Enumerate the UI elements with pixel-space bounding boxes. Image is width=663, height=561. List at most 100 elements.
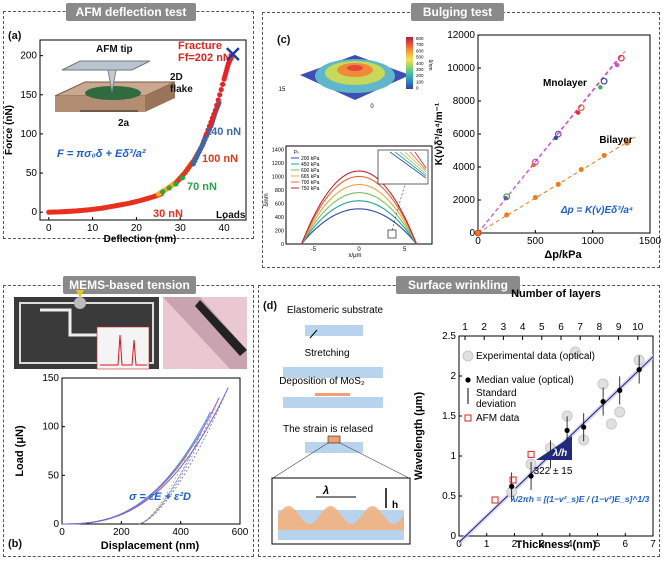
afm-point-Fracture: [220, 81, 226, 87]
colorbar-tick: 100: [416, 79, 424, 84]
bilayer-point: [555, 181, 561, 187]
mems-ytick-label: 150: [42, 373, 59, 384]
mono-point: [600, 77, 608, 85]
stretched-block: [283, 367, 383, 378]
inset-ytick: 1200: [272, 161, 284, 167]
zoom-connector: [272, 442, 329, 479]
mono-point: [575, 110, 581, 115]
wrinkle-xtick-label: 2: [512, 539, 518, 550]
inset-zoom-curve: [394, 151, 427, 177]
top-axis-title: Number of layers: [511, 288, 601, 300]
inset-ytick: 0: [281, 242, 284, 248]
experimental-point: [597, 378, 609, 390]
wrinkle-ytick-label: 2.5: [442, 331, 456, 342]
afm-ytick-label: 200: [20, 51, 37, 62]
bilayer-point: [624, 140, 630, 146]
wrinkle-xtick-label: 5: [595, 539, 601, 550]
bilayer-label: Bilayer: [599, 135, 632, 146]
formula-afm: F = πσ₀δ + Eδ³/a²: [57, 148, 146, 160]
afm-ytick-label: 100: [20, 129, 37, 140]
inset-xtick: 5: [403, 247, 407, 253]
inset-zoom-curve: [409, 151, 427, 171]
afm-load-label: 70 nN: [187, 181, 217, 193]
two-a-label: 2a: [118, 118, 130, 129]
top-axis-tick: 9: [616, 322, 622, 333]
afm-load-label: 30 nN: [153, 208, 183, 220]
bulge-ytick-label: 10000: [447, 63, 475, 74]
median-point: [509, 483, 515, 489]
legend-std-label2: deviation: [476, 399, 516, 410]
afm-point-green: [179, 175, 186, 181]
wrinkle-formula: λ/2πh = [(1−v²_s)E / (1−v²)E_s]^1/3: [510, 494, 650, 504]
colorbar-tick: 200: [416, 73, 424, 78]
afm-point-Fracture: [211, 111, 217, 117]
fracture-force-label: Ff=202 nN: [178, 52, 231, 64]
inset-ytick: 1400: [272, 147, 284, 153]
inset-ytick: 1000: [272, 174, 284, 180]
top-axis-tick: 5: [539, 322, 545, 333]
legend-afm-label: AFM data: [476, 413, 520, 424]
lambda-label: λ: [322, 485, 329, 497]
inset-legend-label: 200 kPa: [301, 156, 320, 162]
inset-ytick: 600: [275, 201, 284, 207]
afm-load-label: 140 nN: [205, 126, 241, 138]
top-axis-tick: 2: [481, 322, 487, 333]
spectrum-inset: [96, 326, 150, 370]
afm-point-green: [160, 189, 166, 195]
header-wrinkling: Surface wrinkling: [396, 276, 520, 294]
afm-xtick-label: 0: [46, 223, 52, 234]
afm-point-Fracture: [217, 92, 223, 98]
afm-point-Fracture: [214, 102, 220, 108]
mos2-film: [315, 393, 350, 396]
sample-photo-probe: [195, 300, 247, 356]
bulge-ytick-label: 12000: [447, 30, 475, 41]
afm-load-label: 100 nN: [202, 153, 238, 165]
inset-profile-curve: [301, 208, 417, 245]
afm-xlabel: Deflection (nm): [104, 234, 177, 245]
afm-point-Fracture: [205, 127, 211, 133]
colorbar-tick: 400: [416, 61, 424, 66]
bulge-3d-surface: [300, 55, 410, 100]
sem-device-outline: [19, 302, 154, 364]
bilayer-point: [601, 152, 607, 158]
inset-legend-label: 750 kPa: [301, 186, 320, 192]
top-axis-tick: 8: [597, 322, 603, 333]
top-axis-tick: 4: [520, 322, 526, 333]
afm-xtick-label: 40: [219, 223, 231, 234]
wrinkle-ytick-label: 0.5: [442, 491, 456, 502]
panel-d-tag: (d): [263, 300, 278, 312]
afm-point-Fracture: [215, 97, 221, 103]
wrinkle-ytick-label: 2: [450, 371, 456, 382]
mono-point: [474, 229, 482, 237]
wrinkle-xtick-label: 6: [623, 539, 629, 550]
mono-fit-line: [477, 61, 616, 234]
mems-xtick-label: 400: [172, 527, 189, 538]
bulge-xtick-label: 0: [475, 236, 481, 247]
afm-point-Fracture: [203, 131, 210, 137]
median-point: [600, 399, 606, 405]
afm-point-Fracture: [209, 115, 215, 121]
mems-formula: σ = εE + ε²D: [129, 491, 191, 503]
mems-unloading-curve: [138, 387, 229, 525]
sem-probe: [74, 297, 86, 309]
afm-ylabel: Force (nN): [4, 105, 15, 155]
inset-profile-curve: [301, 183, 417, 245]
mono-point: [531, 162, 536, 168]
relaxed-film: [327, 435, 341, 444]
colorbar-tick: 800: [416, 36, 424, 41]
colorbar-tick: 500: [416, 55, 424, 60]
header-bulging: Bulging test: [411, 3, 504, 21]
wrinkle-xlabel: Thickness (nm): [516, 539, 597, 551]
top-axis-tick: 6: [558, 322, 564, 333]
afm-point-Fracture: [206, 123, 213, 129]
loads-label: Loads: [216, 210, 246, 221]
panel-c-tag: (c): [277, 34, 291, 46]
wrinkle-xtick-label: 1: [484, 539, 490, 550]
bulge-xtick-label: 1500: [639, 236, 662, 247]
dome-top: [347, 65, 363, 71]
bilayer-point: [504, 212, 510, 218]
wrinkle-xtick-label: 3: [539, 539, 545, 550]
wrinkle-ytick-label: 1.5: [442, 411, 456, 422]
